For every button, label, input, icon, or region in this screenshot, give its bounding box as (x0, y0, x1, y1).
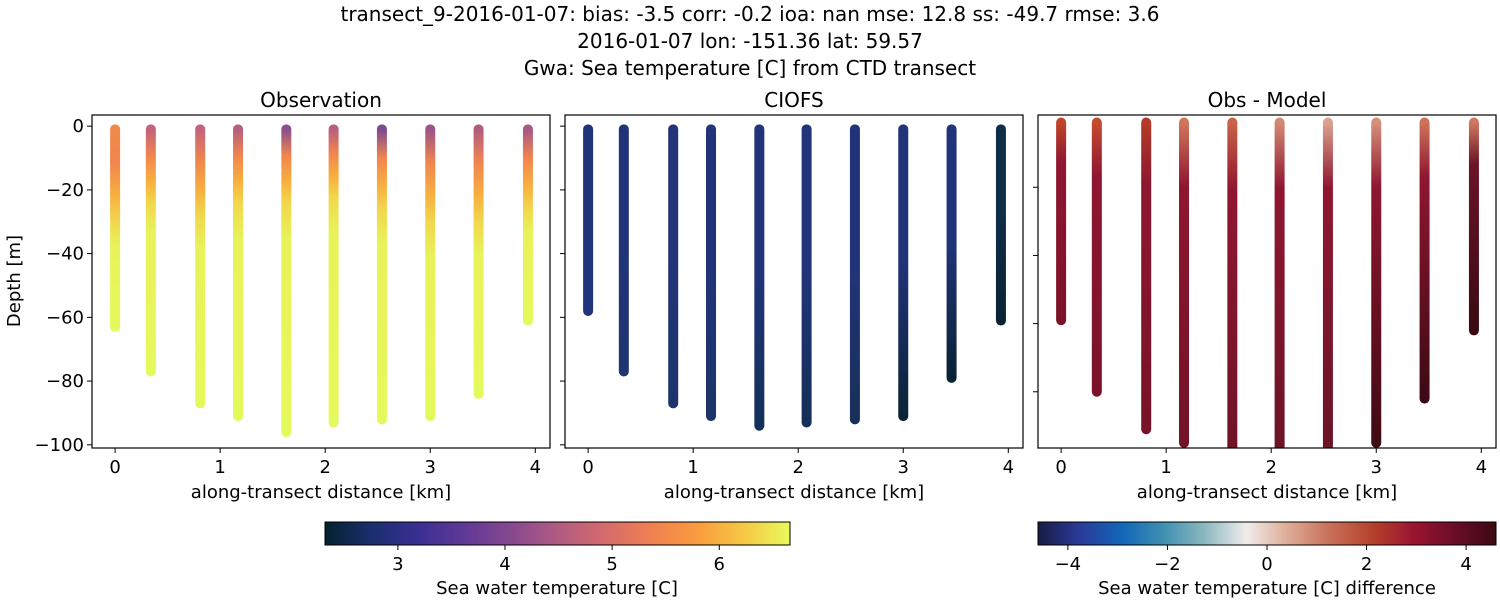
y-axis-ticks-observation: 0 −20 −40 −60 −80 −100 (35, 116, 92, 456)
panel-title-observation: Observation (260, 88, 382, 112)
x-tick-label: 2 (792, 457, 803, 478)
y-tick-label: −60 (46, 307, 84, 328)
x-axis-ticks-ciofs: 0 1 2 3 4 (582, 448, 1014, 478)
ciofs-casts (583, 124, 1006, 431)
x-axis-label-observation: along-transect distance [km] (191, 482, 451, 503)
axes-frame-ciofs (564, 114, 1024, 449)
x-tick-label: 0 (1055, 457, 1066, 478)
panel-observation: Observation 0 1 2 3 4 0 −20 −40 −60 −80 −100 alon… (4, 88, 551, 503)
y-axis-ticks-ciofs (560, 125, 565, 446)
y-tick-label: 0 (73, 116, 84, 137)
y-tick-label: −80 (46, 371, 84, 392)
colorbar-temperature: 3 4 5 6 Sea water temperature [C] (324, 521, 791, 599)
panel-title-obs-minus-model: Obs - Model (1208, 88, 1327, 112)
x-axis-label-obs-minus-model: along-transect distance [km] (1137, 482, 1397, 503)
panel-title-ciofs: CIOFS (764, 88, 823, 112)
observation-casts (110, 124, 533, 438)
colorbar-tick-label: 5 (606, 554, 617, 575)
x-axis-label-ciofs: along-transect distance [km] (664, 482, 924, 503)
x-tick-label: 3 (425, 457, 436, 478)
colorbar-temperature-gradient (324, 521, 791, 546)
colorbar-tick-label: 3 (392, 554, 403, 575)
difference-casts (1056, 117, 1479, 448)
colorbar-tick-label: 6 (714, 554, 725, 575)
x-tick-label: 3 (1371, 457, 1382, 478)
panel-obs-minus-model: Obs - Model 0 1 2 3 4 along-transect distanc… (1033, 88, 1497, 503)
x-axis-ticks-obs-minus-model: 0 1 2 3 4 (1055, 448, 1487, 478)
figure-title-line-3: Gwa: Sea temperature [C] from CTD transe… (523, 56, 977, 80)
colorbar-difference-gradient (1037, 521, 1497, 546)
figure-title-line-2: 2016-01-07 lon: -151.36 lat: 59.57 (577, 29, 923, 53)
colorbar-tick-label: 4 (499, 554, 510, 575)
y-tick-label: −20 (46, 180, 84, 201)
x-tick-label: 4 (1476, 457, 1487, 478)
x-tick-label: 0 (109, 457, 120, 478)
colorbar-difference-label: Sea water temperature [C] difference (1098, 578, 1436, 599)
x-tick-label: 1 (687, 457, 698, 478)
x-tick-label: 1 (1160, 457, 1171, 478)
y-tick-label: −100 (35, 435, 84, 456)
x-tick-label: 4 (530, 457, 541, 478)
colorbar-tick-label: 4 (1460, 554, 1471, 575)
figure-title-line-1: transect_9-2016-01-07: bias: -3.5 corr: … (340, 2, 1160, 26)
colorbar-temperature-ticks: 3 4 5 6 (392, 545, 725, 575)
colorbar-tick-label: −2 (1154, 554, 1181, 575)
x-axis-ticks-observation: 0 1 2 3 4 (109, 448, 541, 478)
colorbar-difference: −4 −2 0 2 4 Sea water temperature [C] differ… (1037, 521, 1497, 599)
y-axis-label: Depth [m] (4, 235, 25, 327)
x-tick-label: 3 (898, 457, 909, 478)
colorbar-tick-label: 2 (1361, 554, 1372, 575)
x-tick-label: 0 (582, 457, 593, 478)
axes-frame-observation (91, 114, 551, 449)
colorbar-temperature-label: Sea water temperature [C] (436, 578, 678, 599)
axes-frame-obs-minus-model (1037, 114, 1497, 449)
x-tick-label: 1 (214, 457, 225, 478)
colorbar-difference-ticks: −4 −2 0 2 4 (1055, 545, 1472, 575)
y-tick-label: −40 (46, 244, 84, 265)
y-axis-ticks-obs-minus-model (1033, 186, 1038, 393)
x-tick-label: 2 (319, 457, 330, 478)
colorbar-tick-label: 0 (1261, 554, 1272, 575)
x-tick-label: 4 (1003, 457, 1014, 478)
colorbar-tick-label: −4 (1055, 554, 1082, 575)
panel-ciofs: CIOFS 0 1 2 3 4 along-transect distance [km] (560, 88, 1024, 503)
x-tick-label: 2 (1265, 457, 1276, 478)
